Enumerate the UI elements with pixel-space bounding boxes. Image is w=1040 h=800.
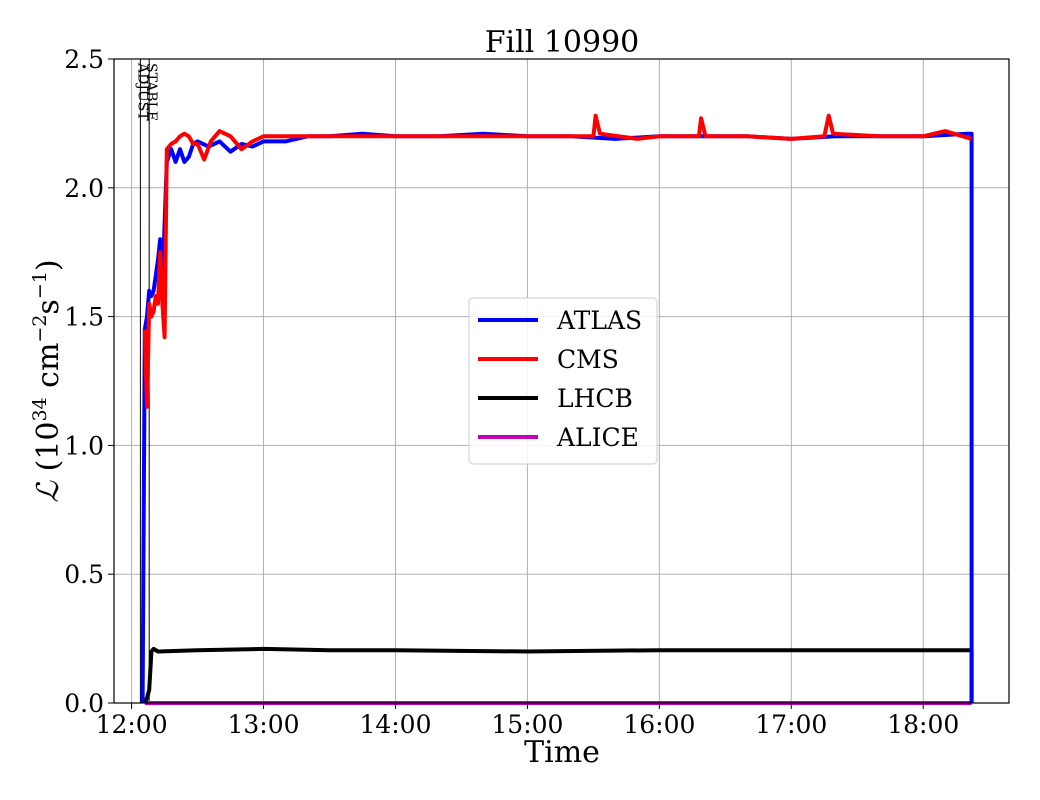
x-tick-label: 18:00 — [887, 710, 959, 739]
series-line-cms — [142, 113, 973, 409]
legend-label-alice: ALICE — [556, 423, 639, 452]
y-tick-label: 0.5 — [64, 560, 104, 589]
x-tick-label: 15:00 — [491, 710, 563, 739]
legend-box — [468, 297, 658, 465]
legend: ATLAS CMS LHCB ALICE — [468, 297, 658, 465]
x-tick-label: 14:00 — [359, 710, 431, 739]
x-tick-label: 12:00 — [96, 710, 168, 739]
legend-label-cms: CMS — [557, 345, 619, 374]
x-tick-label: 16:00 — [623, 710, 695, 739]
plot-frame — [113, 58, 1010, 704]
y-tick-label: 0.0 — [64, 689, 104, 718]
annotation-label-adjust: ADJUST — [134, 62, 150, 121]
x-axis-label: Time — [524, 735, 600, 770]
y-tick-label: 1.5 — [64, 303, 104, 332]
annotation-label-stable: STABLE — [143, 63, 159, 121]
x-tick-label: 17:00 — [755, 710, 827, 739]
y-axis-label-symbol: ℒ — [31, 480, 66, 503]
legend-label-lhcb: LHCB — [557, 384, 633, 413]
y-tick-label: 2.0 — [64, 174, 104, 203]
y-axis-ticks: 0.0 0.5 1.0 1.5 2.0 2.5 — [64, 45, 114, 718]
chart-title: Fill 10990 — [485, 25, 640, 60]
legend-label-atlas: ATLAS — [556, 306, 642, 335]
series-line-lhcb — [142, 646, 974, 704]
x-tick-label: 13:00 — [228, 710, 300, 739]
y-axis-label: ℒ (1034 cm−2s−1) — [29, 259, 66, 502]
y-tick-label: 2.5 — [64, 45, 104, 74]
y-tick-label: 1.0 — [64, 431, 104, 460]
x-axis-ticks: 12:00 13:00 14:00 15:00 16:00 17:00 18:00 — [96, 703, 959, 739]
